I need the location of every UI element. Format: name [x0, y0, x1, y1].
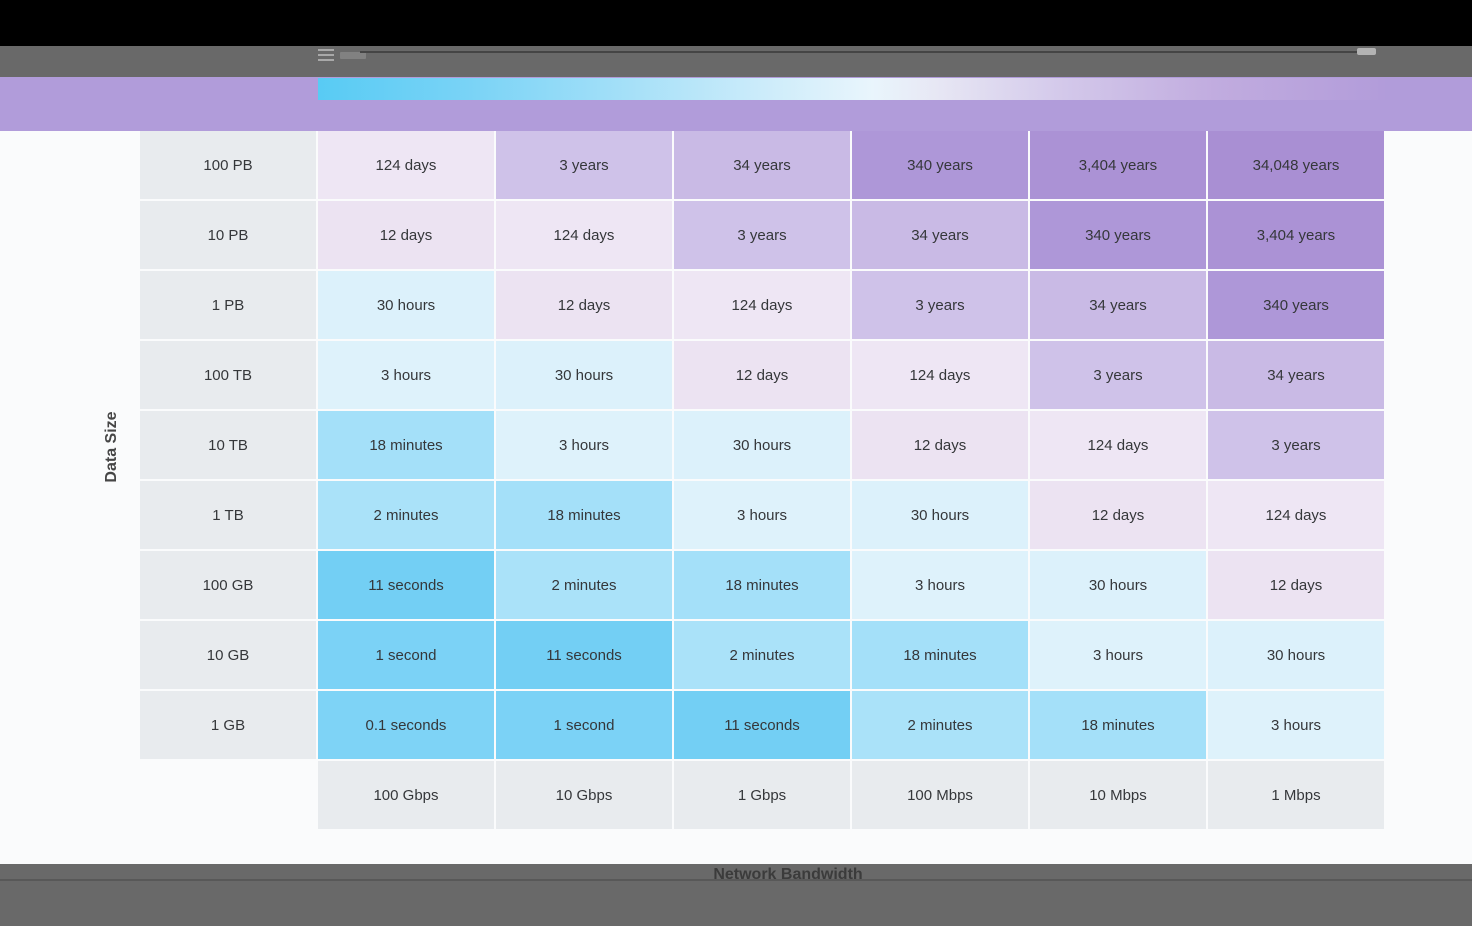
value-cell: 2 minutes [674, 621, 850, 689]
value-cell: 11 seconds [318, 551, 494, 619]
value-cell: 340 years [1030, 201, 1206, 269]
value-cell: 12 days [318, 201, 494, 269]
value-cell: 3 hours [318, 341, 494, 409]
value-cell: 11 seconds [674, 691, 850, 759]
value-cell: 34 years [674, 131, 850, 199]
value-cell: 0.1 seconds [318, 691, 494, 759]
row-label: 1 TB [140, 481, 316, 549]
value-cell: 3 years [1208, 411, 1384, 479]
col-label: 100 Mbps [852, 761, 1028, 829]
value-cell: 2 minutes [496, 551, 672, 619]
value-cell: 30 hours [1208, 621, 1384, 689]
row-label: 10 PB [140, 201, 316, 269]
value-cell: 18 minutes [496, 481, 672, 549]
value-cell: 34 years [1208, 341, 1384, 409]
value-cell: 34 years [1030, 271, 1206, 339]
value-cell: 3 hours [674, 481, 850, 549]
value-cell: 18 minutes [674, 551, 850, 619]
value-cell: 30 hours [674, 411, 850, 479]
y-axis-label: Data Size [103, 411, 120, 483]
bottom-divider-line [0, 879, 1472, 881]
row-label: 1 GB [140, 691, 316, 759]
col-label: 100 Gbps [318, 761, 494, 829]
seek-handle[interactable] [1357, 48, 1376, 55]
row-label: 100 GB [140, 551, 316, 619]
value-cell: 2 minutes [318, 481, 494, 549]
col-label: 1 Mbps [1208, 761, 1384, 829]
value-cell: 30 hours [318, 271, 494, 339]
col-label: 1 Gbps [674, 761, 850, 829]
value-cell: 18 minutes [852, 621, 1028, 689]
value-cell: 12 days [496, 271, 672, 339]
value-cell: 3 hours [1208, 691, 1384, 759]
value-cell: 340 years [1208, 271, 1384, 339]
value-cell: 3 years [674, 201, 850, 269]
col-label: 10 Gbps [496, 761, 672, 829]
x-axis-label: Network Bandwidth [713, 866, 863, 883]
value-cell: 2 minutes [852, 691, 1028, 759]
row-label: 10 TB [140, 411, 316, 479]
viewer-toolbar [0, 46, 1472, 77]
value-cell: 12 days [674, 341, 850, 409]
value-cell: 124 days [1208, 481, 1384, 549]
value-cell: 3 hours [852, 551, 1028, 619]
bottom-bar: Network Bandwidth [0, 864, 1472, 926]
seek-line[interactable] [360, 51, 1357, 53]
value-cell: 34,048 years [1208, 131, 1384, 199]
value-cell: 3 years [496, 131, 672, 199]
list-menu-icon[interactable] [318, 49, 334, 61]
value-cell: 124 days [496, 201, 672, 269]
value-cell: 124 days [318, 131, 494, 199]
value-cell: 34 years [852, 201, 1028, 269]
value-cell: 3 years [1030, 341, 1206, 409]
value-cell: 340 years [852, 131, 1028, 199]
value-cell: 3,404 years [1208, 201, 1384, 269]
value-cell: 30 hours [1030, 551, 1206, 619]
col-label: 10 Mbps [1030, 761, 1206, 829]
value-cell: 3 hours [1030, 621, 1206, 689]
value-cell: 30 hours [496, 341, 672, 409]
toolbar-text-illegible [340, 52, 366, 59]
footer-spacer [140, 761, 316, 829]
value-cell: 12 days [1208, 551, 1384, 619]
value-cell: 3 hours [496, 411, 672, 479]
value-cell: 1 second [496, 691, 672, 759]
value-cell: 11 seconds [496, 621, 672, 689]
value-cell: 124 days [1030, 411, 1206, 479]
row-label: 100 PB [140, 131, 316, 199]
legend-banner [0, 77, 1472, 131]
value-cell: 18 minutes [318, 411, 494, 479]
legend-gradient-strip [318, 78, 1385, 100]
row-label: 1 PB [140, 271, 316, 339]
value-cell: 18 minutes [1030, 691, 1206, 759]
value-cell: 3,404 years [1030, 131, 1206, 199]
top-black-bar [0, 0, 1472, 46]
value-cell: 12 days [852, 411, 1028, 479]
value-cell: 124 days [674, 271, 850, 339]
value-cell: 30 hours [852, 481, 1028, 549]
value-cell: 3 years [852, 271, 1028, 339]
value-cell: 124 days [852, 341, 1028, 409]
value-cell: 12 days [1030, 481, 1206, 549]
row-label: 10 GB [140, 621, 316, 689]
value-cell: 1 second [318, 621, 494, 689]
transfer-time-table: 100 PB 124 days 3 years 34 years 340 years 3,… [140, 131, 1384, 829]
row-label: 100 TB [140, 341, 316, 409]
